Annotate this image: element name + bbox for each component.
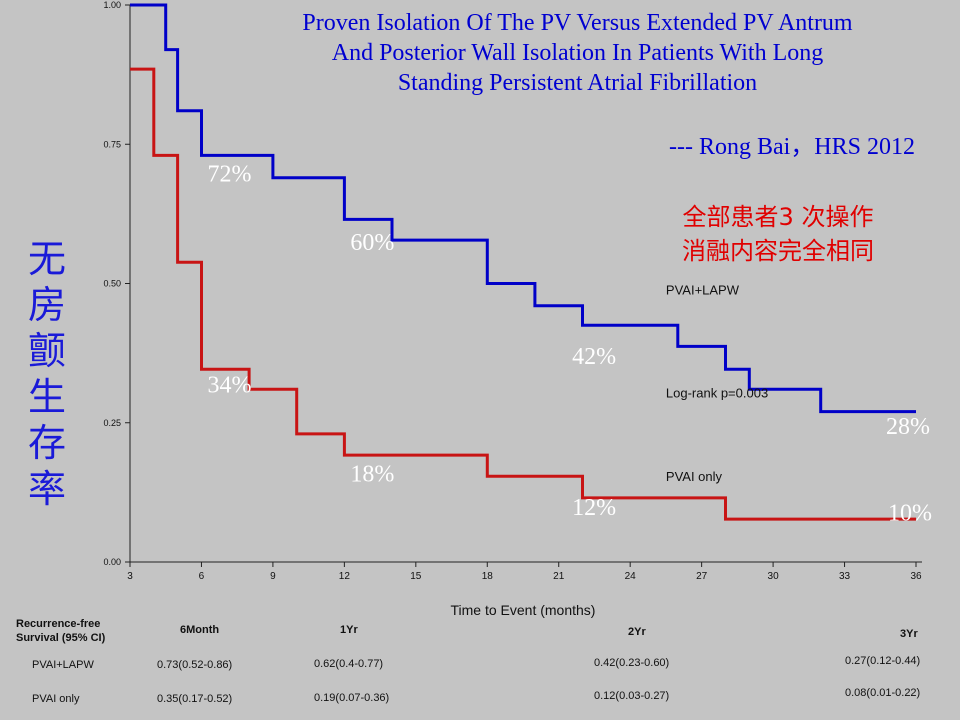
table-cell: 0.27(0.12-0.44)	[845, 655, 921, 667]
y-axis-title-char: 无	[27, 237, 66, 281]
table-cell: 0.42(0.23-0.60)	[594, 657, 670, 669]
x-tick-label: 24	[625, 571, 637, 582]
y-axis-title-char: 存	[27, 421, 66, 465]
chinese-note: 全部患者3 次操作 消融内容完全相同	[648, 200, 908, 268]
table-header-label-line: Recurrence-free	[16, 618, 101, 630]
x-tick-label: 3	[127, 571, 133, 582]
percent-label: 72%	[207, 161, 251, 187]
x-tick-label: 9	[270, 571, 276, 582]
percent-label: 10%	[888, 500, 932, 526]
x-tick-label: 27	[696, 571, 708, 582]
series-line-pvai-only	[130, 67, 916, 521]
author-credit: --- Rong Bai，HRS 2012	[669, 134, 915, 160]
y-axis-title-char: 生	[27, 375, 66, 419]
table-cell: 0.73(0.52-0.86)	[157, 659, 233, 671]
table-row-label: PVAI+LAPW	[32, 659, 94, 671]
table-col-header: 2Yr	[628, 626, 646, 638]
table-col-header: 6Month	[180, 624, 220, 636]
table-cell: 0.19(0.07-0.36)	[314, 692, 390, 704]
title-line-2: And Posterior Wall Isolation In Patients…	[331, 40, 824, 66]
table-header-label: Recurrence-free Survival (95% CI)	[16, 617, 105, 645]
percent-label: 12%	[572, 495, 616, 521]
chinese-note-line-2: 消融内容完全相同	[682, 237, 874, 265]
title-line-1: Proven Isolation Of The PV Versus Extend…	[302, 10, 853, 36]
chart-title: Proven Isolation Of The PV Versus Extend…	[200, 8, 955, 98]
chinese-note-line-1: 全部患者3 次操作	[682, 203, 874, 231]
percent-label: 42%	[572, 344, 616, 370]
percent-label: 60%	[350, 230, 394, 256]
table-cell: 0.62(0.4-0.77)	[314, 658, 384, 670]
x-tick-label: 21	[553, 571, 565, 582]
y-axis-title: 无 房 颤 生 存 率	[22, 236, 72, 512]
percent-label: 28%	[886, 414, 930, 440]
table-cell: 0.35(0.17-0.52)	[157, 693, 233, 705]
y-axis-title-char: 房	[27, 283, 66, 327]
x-tick-label: 30	[768, 571, 780, 582]
y-tick-label: 0.50	[103, 279, 121, 289]
y-axis-title-char: 率	[27, 467, 66, 511]
x-axis-title: Time to Event (months)	[451, 602, 596, 618]
y-axis-title-char: 颤	[27, 329, 66, 373]
series-line-pvai-lapw	[130, 3, 916, 414]
x-tick-label: 36	[910, 571, 922, 582]
series-name-label: PVAI+LAPW	[666, 283, 740, 298]
table-col-header: 1Yr	[340, 624, 358, 636]
x-tick-label: 18	[482, 571, 494, 582]
percent-label: 18%	[350, 462, 394, 488]
table-row-label: PVAI only	[32, 693, 80, 705]
log-rank-label: Log-rank p=0.003	[666, 386, 768, 401]
title-line-3: Standing Persistent Atrial Fibrillation	[397, 70, 758, 96]
table-header-label-line: Survival (95% CI)	[16, 632, 106, 644]
x-tick-label: 15	[410, 571, 422, 582]
chart-series	[130, 3, 916, 521]
table-cell: 0.08(0.01-0.22)	[845, 687, 921, 699]
x-tick-label: 12	[339, 571, 351, 582]
chart-axes: 0.000.250.500.751.003 6 9 12 15 18 21 24 27 30 33 3…	[103, 0, 922, 618]
y-tick-label: 0.75	[103, 139, 121, 149]
y-tick-label: 0.25	[103, 418, 121, 428]
x-tick-label: 33	[839, 571, 851, 582]
x-tick-label: 6	[199, 571, 205, 582]
y-tick-label: 0.00	[103, 557, 121, 567]
table-col-header: 3Yr	[900, 628, 918, 640]
series-name-label: PVAI only	[666, 469, 723, 484]
table-cell: 0.12(0.03-0.27)	[594, 690, 670, 702]
y-tick-label: 1.00	[103, 0, 121, 10]
chart-labels: 72% 60% 42% 28% 34% 18% 12% 10% PVAI+LAPW PVAI on…	[207, 161, 932, 526]
percent-label: 34%	[207, 373, 251, 399]
